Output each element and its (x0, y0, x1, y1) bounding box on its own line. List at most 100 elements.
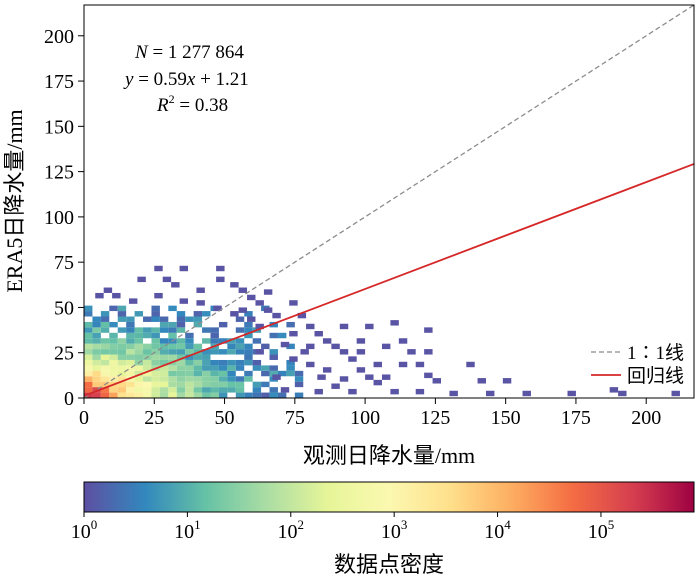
density-cell (159, 392, 169, 398)
density-cell (117, 316, 127, 322)
density-cell (202, 354, 211, 360)
density-cell (84, 343, 93, 350)
density-cell (280, 387, 290, 393)
density-cell (100, 376, 110, 382)
density-cell (143, 381, 152, 388)
density-cell (134, 392, 144, 398)
density-cell (286, 359, 295, 366)
density-cell (168, 343, 177, 350)
density-cell (193, 365, 203, 371)
density-cell (126, 349, 135, 355)
density-cell (117, 387, 127, 393)
density-cell (244, 354, 253, 360)
density-cell (317, 374, 326, 380)
density-cell (671, 390, 680, 397)
density-cell (109, 370, 118, 377)
density-cell (185, 376, 194, 382)
density-cell (202, 311, 211, 317)
density-cell (294, 376, 304, 382)
density-cell (432, 378, 441, 384)
density-cell (235, 392, 245, 398)
identity-line (84, 5, 694, 398)
density-cell (176, 370, 186, 377)
density-cell (151, 392, 160, 398)
density-cell (134, 376, 144, 382)
x-tick-label: 0 (79, 407, 89, 429)
density-cell (449, 390, 458, 397)
density-cell (348, 356, 357, 362)
density-cell (277, 392, 287, 398)
density-cell (202, 387, 211, 393)
density-cell (92, 365, 101, 371)
density-cell (280, 341, 290, 348)
density-cell (244, 332, 253, 339)
density-cell (306, 361, 315, 368)
density-cell (151, 311, 160, 317)
density-cell (252, 338, 262, 344)
density-cell (210, 349, 219, 355)
density-cell (159, 376, 169, 382)
density-cell (202, 327, 211, 333)
density-cell (143, 392, 152, 398)
density-cell (210, 370, 219, 377)
density-cell (151, 376, 160, 382)
density-cell (126, 343, 135, 350)
density-cell (176, 365, 186, 371)
density-cell (126, 381, 135, 388)
density-cell (210, 381, 219, 388)
colorbar-tick-label: 103 (381, 517, 408, 543)
x-tick-label: 75 (285, 407, 305, 429)
density-cell (176, 316, 186, 322)
density-cell (151, 387, 160, 393)
legend: 1∶1线 回归线 (591, 342, 684, 387)
y-axis-label: ERA5日降水量/mm (2, 109, 27, 292)
plot-frame (83, 4, 695, 399)
density-cell (117, 327, 127, 333)
density-cell (202, 338, 211, 344)
density-cell (117, 338, 127, 344)
density-cell (100, 327, 110, 333)
density-cell (286, 321, 295, 328)
density-cell (272, 374, 281, 380)
density-cell (618, 390, 627, 397)
density-cell (159, 359, 169, 366)
density-cell (272, 312, 281, 319)
density-cell (134, 311, 144, 317)
density-cell (252, 381, 262, 388)
density-cell (255, 300, 264, 306)
legend-label-regression: 回归线 (627, 365, 684, 387)
density-cell (415, 388, 425, 395)
density-cell (193, 311, 203, 317)
density-cell (100, 359, 110, 366)
density-cell (151, 327, 160, 333)
density-cell (143, 359, 152, 366)
y-tick-label: 175 (44, 71, 74, 93)
density-cell (244, 349, 253, 355)
density-cell (109, 359, 118, 366)
density-cell (159, 349, 169, 355)
x-tick-label: 100 (350, 407, 380, 429)
density-cell (238, 307, 248, 313)
density-cell (100, 354, 110, 360)
density-cell (84, 365, 93, 371)
density-cell (193, 376, 203, 382)
density-cell (269, 365, 278, 371)
density-cell (193, 387, 203, 393)
density-cell (159, 387, 169, 393)
density-cell (216, 265, 225, 272)
density-cell (230, 282, 239, 288)
density-cell (176, 327, 186, 333)
x-axis-label: 观测日降水量/mm (303, 443, 475, 468)
density-cell (143, 343, 152, 350)
density-cell (92, 354, 101, 360)
density-cell (407, 349, 416, 355)
density-cell (134, 370, 144, 377)
density-cell (84, 381, 93, 388)
density-cell (100, 338, 110, 344)
density-cell (159, 354, 169, 360)
x-tick-label: 150 (491, 407, 521, 429)
density-cell (218, 349, 228, 355)
y-tick-label: 75 (54, 252, 74, 274)
density-cell (210, 332, 219, 339)
density-cell (168, 321, 177, 328)
